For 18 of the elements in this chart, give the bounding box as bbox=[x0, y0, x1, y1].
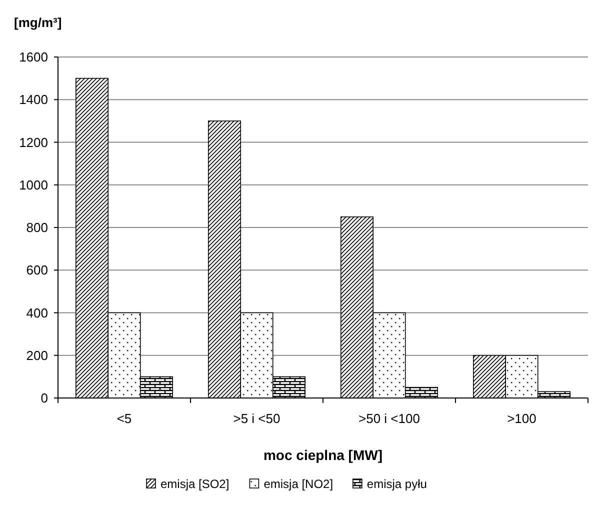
legend-label: emisja pyłu bbox=[366, 477, 427, 491]
x-tick-label: >5 i <50 bbox=[233, 411, 280, 426]
y-tick-label: 400 bbox=[26, 305, 48, 320]
y-tick-label: 600 bbox=[26, 262, 48, 278]
x-tick-label: >50 i <100 bbox=[358, 411, 420, 426]
legend-label: emisja [NO2] bbox=[264, 477, 334, 491]
y-tick-label: 0 bbox=[40, 390, 48, 406]
y-axis-title: [mg/m³] bbox=[14, 15, 62, 30]
x-tick-label: <5 bbox=[116, 411, 132, 426]
legend-label: emisja [SO2] bbox=[160, 477, 230, 491]
y-tick-label: 1000 bbox=[19, 177, 48, 192]
y-tick-label: 1400 bbox=[19, 92, 48, 108]
y-tick-label: 1600 bbox=[19, 50, 48, 65]
x-tick-label: >100 bbox=[507, 411, 536, 426]
y-tick-label: 200 bbox=[26, 348, 48, 363]
y-tick-label: 800 bbox=[26, 220, 48, 236]
y-tick-label: 1200 bbox=[19, 134, 48, 150]
x-axis-title: moc cieplna [MW] bbox=[263, 447, 383, 463]
